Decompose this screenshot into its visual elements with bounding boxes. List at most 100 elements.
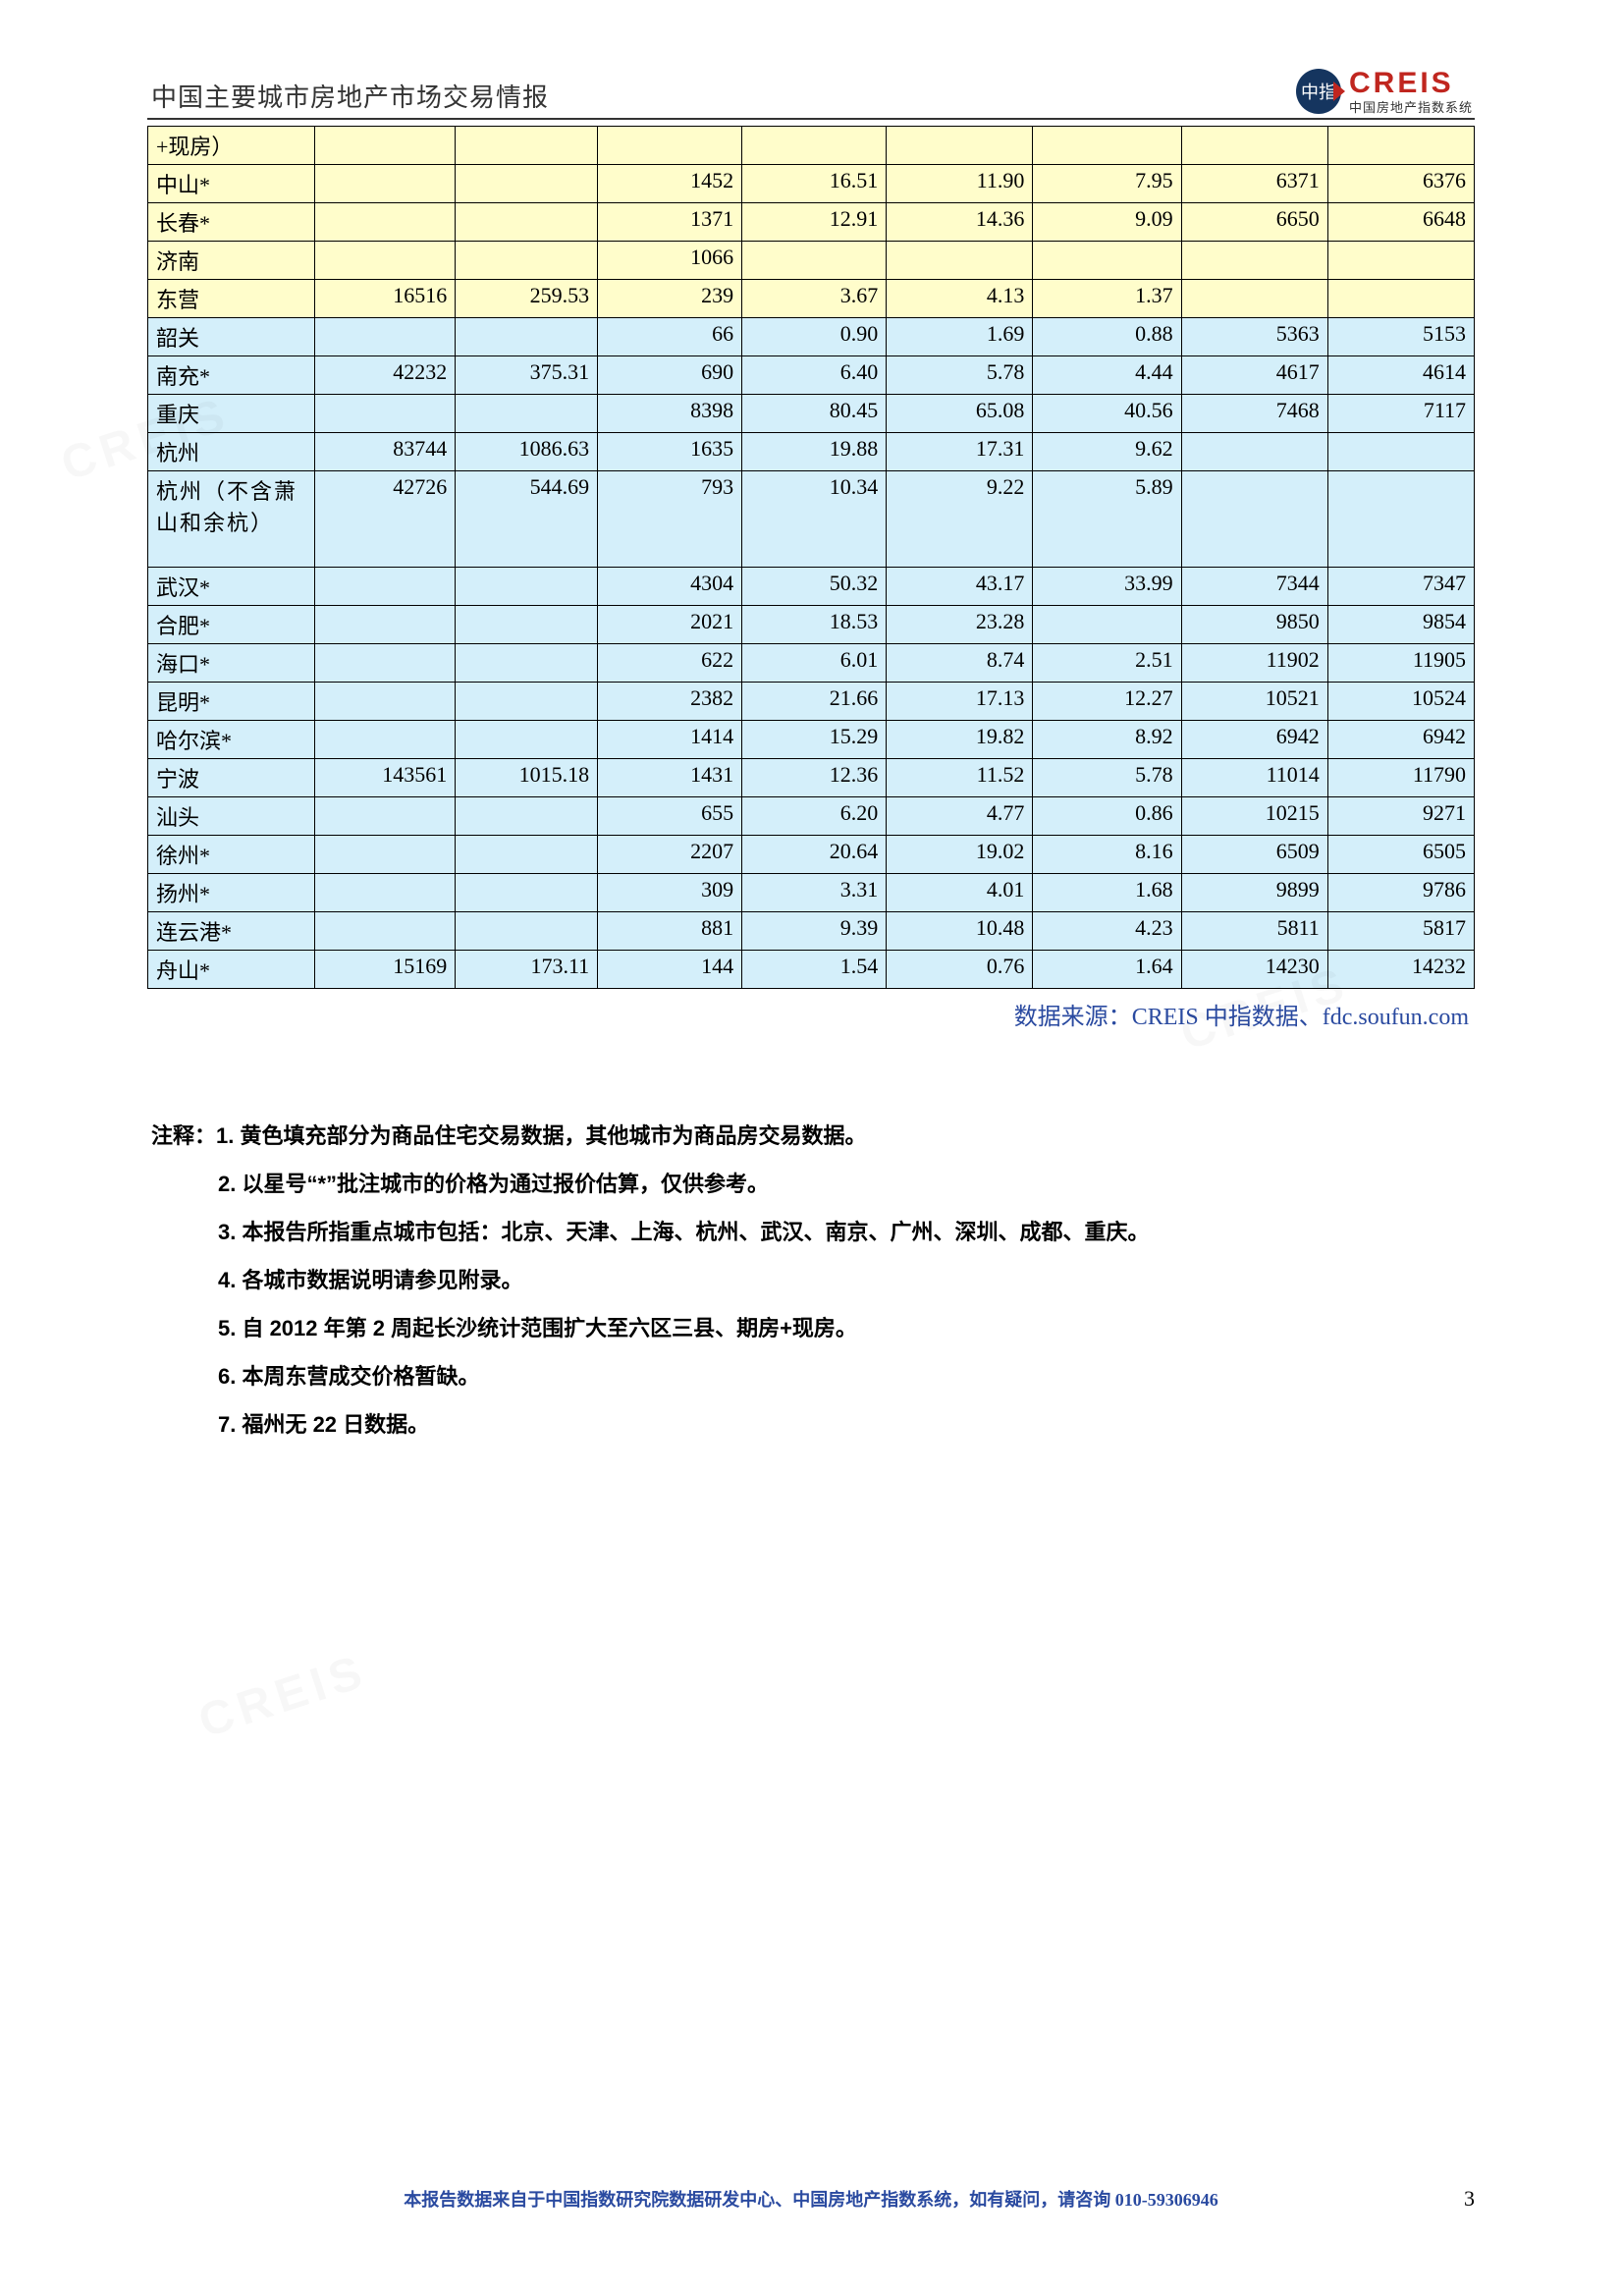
source-label: 数据来源： [1014,1005,1132,1030]
data-cell [315,568,456,606]
data-cell: 6942 [1181,721,1327,759]
table-row: 杭州（不含萧山和余杭）42726544.6979310.349.225.89 [148,471,1475,568]
data-cell: 0.76 [887,951,1033,989]
data-cell: 6648 [1327,203,1474,242]
data-cell: 50.32 [742,568,887,606]
data-cell: 6371 [1181,165,1327,203]
data-cell: 33.99 [1033,568,1181,606]
logo-badge-icon: 中指 [1296,69,1341,114]
data-cell: 690 [598,356,742,395]
data-cell: 4.77 [887,797,1033,836]
data-cell: 7117 [1327,395,1474,433]
data-cell: 9786 [1327,874,1474,912]
data-cell [887,127,1033,165]
city-cell: 长春* [148,203,315,242]
data-cell [315,318,456,356]
notes-line-6: 6. 本周东营成交价格暂缺。 [151,1360,1475,1393]
data-cell [315,242,456,280]
data-cell: 65.08 [887,395,1033,433]
data-cell: 7468 [1181,395,1327,433]
data-cell: 43.17 [887,568,1033,606]
data-cell: 6.20 [742,797,887,836]
table-row: 济南 1066 [148,242,1475,280]
data-cell: 1.69 [887,318,1033,356]
notes-line-4: 4. 各城市数据说明请参见附录。 [151,1264,1475,1296]
city-cell: 扬州* [148,874,315,912]
data-cell: 144 [598,951,742,989]
page-number: 3 [1464,2186,1475,2212]
data-cell [742,242,887,280]
data-cell: 1086.63 [456,433,598,471]
data-cell: 2021 [598,606,742,644]
data-cell: 40.56 [1033,395,1181,433]
data-cell: 5811 [1181,912,1327,951]
creis-logo: 中指 CREIS 中国房地产指数系统 [1296,69,1475,114]
data-cell: 7347 [1327,568,1474,606]
data-cell [1181,433,1327,471]
data-cell: 1066 [598,242,742,280]
data-cell: 4614 [1327,356,1474,395]
table-row: 杭州837441086.63163519.8817.319.62 [148,433,1475,471]
data-cell: 10524 [1327,683,1474,721]
data-cell: 6.40 [742,356,887,395]
data-cell: 17.31 [887,433,1033,471]
table-row: 舟山*15169173.111441.540.761.641423014232 [148,951,1475,989]
data-cell: 8.16 [1033,836,1181,874]
city-cell: 合肥* [148,606,315,644]
data-cell: 3.67 [742,280,887,318]
data-cell [315,683,456,721]
data-cell: 259.53 [456,280,598,318]
data-cell [456,683,598,721]
city-cell: 济南 [148,242,315,280]
city-cell: 哈尔滨* [148,721,315,759]
notes-line-3: 3. 本报告所指重点城市包括：北京、天津、上海、杭州、武汉、南京、广州、深圳、成… [151,1216,1475,1248]
notes-item-1: 1. 黄色填充部分为商品住宅交易数据，其他城市为商品房交易数据。 [216,1123,866,1148]
data-cell: 1015.18 [456,759,598,797]
data-cell: 11.52 [887,759,1033,797]
data-cell: 12.36 [742,759,887,797]
data-cell: 8.74 [887,644,1033,683]
data-cell: 42726 [315,471,456,568]
data-cell: 11014 [1181,759,1327,797]
table-row: 宁波1435611015.18143112.3611.525.781101411… [148,759,1475,797]
data-cell [1181,280,1327,318]
table-row: +现房） [148,127,1475,165]
data-cell [315,606,456,644]
data-cell [456,644,598,683]
data-cell: 1.54 [742,951,887,989]
data-cell [315,644,456,683]
page-footer: 本报告数据来自于中国指数研究院数据研发中心、中国房地产指数系统，如有疑问，请咨询… [147,2186,1475,2212]
data-cell [315,203,456,242]
table-row: 韶关660.901.690.8853635153 [148,318,1475,356]
data-cell: 15169 [315,951,456,989]
data-cell: 0.86 [1033,797,1181,836]
data-cell [315,797,456,836]
data-cell [456,318,598,356]
table-row: 扬州*3093.314.011.6898999786 [148,874,1475,912]
data-cell: 6.01 [742,644,887,683]
table-row: 汕头6556.204.770.86102159271 [148,797,1475,836]
data-cell: 9854 [1327,606,1474,644]
data-cell: 6376 [1327,165,1474,203]
data-cell: 10.34 [742,471,887,568]
data-cell [1181,471,1327,568]
data-cell: 15.29 [742,721,887,759]
data-cell: 66 [598,318,742,356]
table-row: 重庆839880.4565.0840.5674687117 [148,395,1475,433]
data-cell [315,127,456,165]
data-cell: 10215 [1181,797,1327,836]
notes-lead: 注释： [151,1123,216,1148]
data-cell: 8.92 [1033,721,1181,759]
city-cell: 汕头 [148,797,315,836]
data-cell: 5153 [1327,318,1474,356]
data-cell [456,836,598,874]
data-cell [1181,127,1327,165]
data-cell: 143561 [315,759,456,797]
source-credit-cn: CREIS 中指数据、 [1132,1005,1323,1030]
data-cell [1033,242,1181,280]
data-cell [456,395,598,433]
table-row: 武汉*430450.3243.1733.9973447347 [148,568,1475,606]
data-cell: 18.53 [742,606,887,644]
table-row: 连云港*8819.3910.484.2358115817 [148,912,1475,951]
source-credit-url: fdc.soufun.com [1323,1005,1469,1030]
